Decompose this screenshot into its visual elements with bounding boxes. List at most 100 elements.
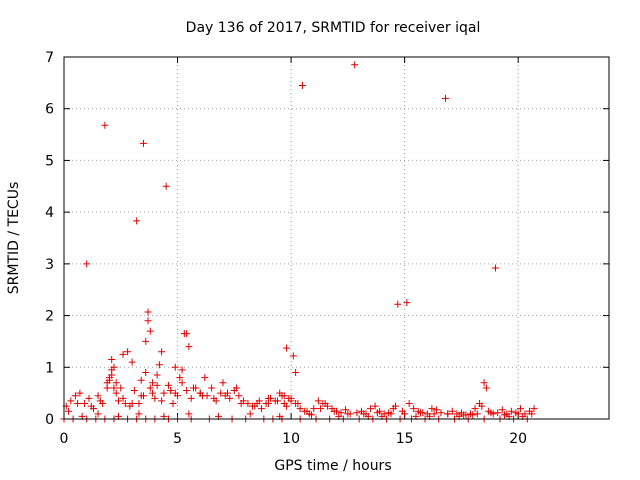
data-point (65, 407, 73, 415)
data-point (337, 409, 345, 417)
x-tick-label: 5 (173, 431, 182, 447)
data-point (128, 399, 136, 407)
data-point (442, 94, 449, 102)
data-point (189, 384, 197, 392)
data-point (353, 409, 361, 417)
data-point (230, 387, 238, 395)
points-layer (60, 61, 538, 423)
data-point (169, 399, 177, 407)
data-point (83, 260, 91, 268)
data-point (149, 379, 157, 387)
data-point (185, 343, 193, 351)
data-point (460, 411, 468, 419)
y-tick-label: 1 (45, 360, 54, 376)
data-point (153, 381, 161, 389)
y-axis-label: SRMTID / TECUs (6, 182, 22, 295)
data-point (235, 392, 243, 400)
data-point (244, 399, 252, 407)
data-point (448, 407, 456, 415)
data-point (471, 405, 479, 413)
data-point (153, 371, 161, 379)
data-point (226, 394, 234, 402)
y-tick-label: 4 (45, 205, 54, 221)
y-tick-label: 0 (45, 412, 54, 428)
data-point (387, 410, 395, 418)
data-point (237, 399, 245, 407)
data-point (149, 389, 157, 397)
data-point (516, 405, 524, 413)
data-point (144, 308, 152, 316)
data-point (135, 410, 143, 418)
data-point (180, 330, 188, 338)
data-point (480, 379, 488, 387)
data-point (112, 379, 120, 387)
data-point (108, 371, 116, 379)
data-point (310, 405, 318, 413)
data-point (124, 348, 132, 356)
data-point (283, 344, 291, 352)
data-point (289, 352, 297, 360)
data-point (514, 410, 522, 418)
y-tick-label: 5 (45, 153, 54, 169)
data-point (367, 405, 375, 413)
data-point (246, 410, 254, 418)
data-point (103, 384, 111, 392)
data-point (94, 410, 102, 418)
data-point (178, 379, 186, 387)
data-point (487, 409, 495, 417)
data-point (292, 399, 300, 407)
data-point (344, 410, 352, 418)
x-tick-label: 0 (60, 431, 69, 447)
data-point (280, 392, 288, 400)
data-point (101, 121, 109, 129)
data-point (394, 300, 402, 308)
data-point (183, 387, 191, 395)
data-point (67, 397, 75, 405)
data-point (258, 405, 266, 413)
data-point (494, 409, 502, 417)
data-point (196, 389, 204, 397)
data-point (314, 397, 322, 405)
data-point (115, 397, 122, 405)
data-point (371, 402, 379, 410)
data-point (112, 389, 120, 397)
data-point (158, 348, 166, 356)
data-point (330, 407, 338, 415)
data-point (392, 402, 400, 410)
data-point (151, 394, 159, 402)
data-point (119, 350, 127, 358)
data-point (403, 299, 411, 307)
data-point (273, 397, 281, 405)
data-point (528, 410, 536, 418)
tick-layer: 0 5 10 15 20 0 1 2 3 4 5 6 7 (45, 50, 609, 447)
data-point (360, 410, 368, 418)
data-point (469, 411, 477, 419)
data-point (405, 399, 413, 407)
data-point (137, 376, 145, 384)
y-tick-label: 3 (45, 257, 54, 273)
data-point (283, 402, 291, 410)
data-point (437, 409, 445, 417)
data-point (308, 411, 316, 419)
data-point (342, 406, 350, 414)
x-axis-label: GPS time / hours (274, 458, 391, 474)
data-point (298, 81, 306, 89)
data-point (130, 387, 138, 395)
data-point (428, 405, 436, 413)
data-point (321, 399, 329, 407)
data-point (351, 61, 359, 69)
data-point (430, 410, 438, 418)
data-point (94, 392, 102, 400)
data-point (373, 409, 381, 417)
data-point (264, 394, 272, 402)
data-point (160, 389, 168, 397)
y-tick-label: 6 (45, 102, 54, 118)
data-point (87, 402, 95, 410)
data-point (144, 317, 152, 325)
data-point (432, 406, 440, 414)
data-point (76, 389, 84, 397)
data-point (74, 399, 82, 407)
data-point (71, 392, 79, 400)
data-point (139, 139, 147, 147)
grid-layer (64, 57, 609, 419)
